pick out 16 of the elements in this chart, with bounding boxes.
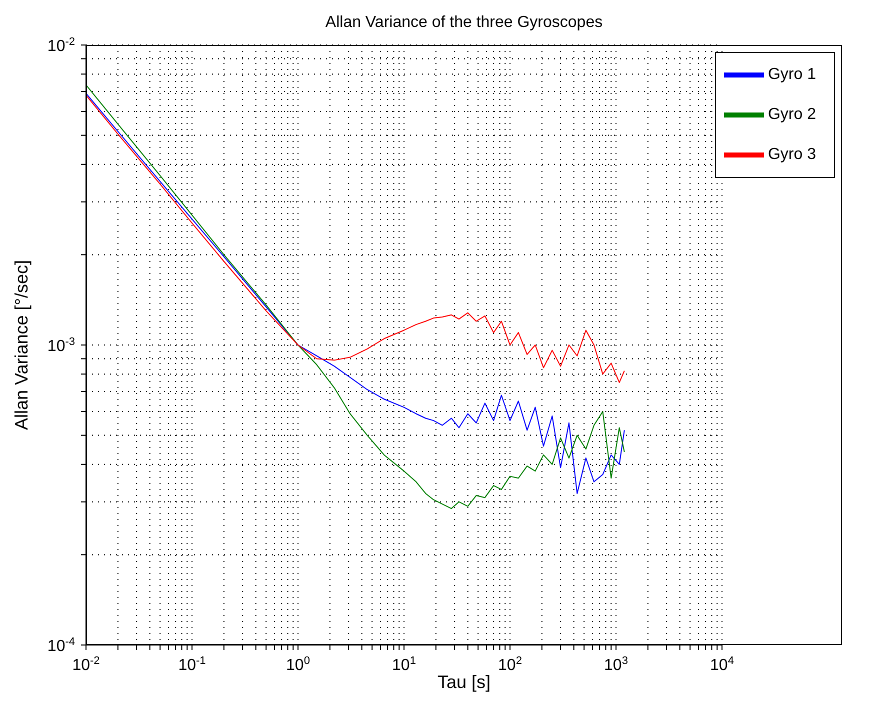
- x-tick-label: 10$^{0}$: [286, 655, 310, 674]
- y-tick-label: 10$^{-4}$: [47, 636, 75, 655]
- x-axis-title: Tau [s]: [437, 672, 491, 692]
- x-tick-label: 10$^{-1}$: [178, 655, 206, 674]
- x-tick-label: 10$^{2}$: [498, 655, 522, 674]
- x-tick-label: 10$^{1}$: [392, 655, 416, 674]
- chart-title: Allan Variance of the three Gyroscopes: [324, 14, 604, 32]
- legend-label: Gyro 3: [768, 146, 816, 164]
- y-tick-label: 10$^{-2}$: [47, 36, 75, 55]
- y-axis-title: Allan Variance [°/sec]: [12, 260, 32, 430]
- y-tick-label: 10$^{-3}$: [47, 336, 75, 355]
- x-tick-label: 10$^{3}$: [604, 655, 628, 674]
- x-tick-label: 10$^{-2}$: [72, 655, 100, 674]
- legend-label: Gyro 1: [768, 66, 816, 84]
- x-tick-label: 10$^{4}$: [710, 655, 734, 674]
- legend-label: Gyro 2: [768, 106, 816, 124]
